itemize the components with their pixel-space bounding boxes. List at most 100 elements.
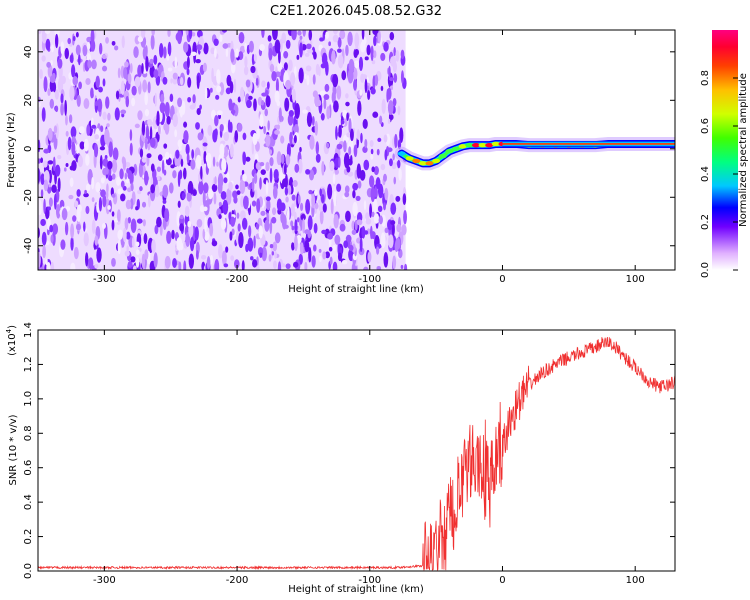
noise-blob	[88, 257, 94, 270]
noise-blob	[214, 114, 219, 127]
colorbar-tick-label: 0.4	[700, 166, 711, 182]
noise-blob	[269, 149, 273, 155]
noise-blob	[142, 46, 148, 60]
noise-blob	[183, 41, 189, 53]
noise-blob	[164, 101, 170, 118]
noise-blob	[161, 159, 165, 174]
noise-blob	[124, 61, 129, 68]
noise-blob	[338, 124, 342, 138]
noise-blob	[144, 137, 148, 150]
ridge-point	[458, 144, 467, 149]
noise-blob	[276, 198, 283, 211]
noise-blob	[179, 223, 185, 232]
noise-blob	[129, 129, 133, 141]
noise-blob	[196, 30, 203, 38]
noise-blob	[250, 256, 254, 261]
noise-blob	[402, 193, 407, 206]
noise-blob	[149, 137, 156, 148]
noise-blob	[141, 120, 146, 136]
noise-blob	[85, 252, 89, 267]
noise-blob	[360, 132, 363, 144]
noise-blob	[214, 128, 218, 138]
noise-blob	[159, 102, 166, 114]
noise-blob	[124, 172, 128, 180]
noise-blob	[125, 231, 131, 240]
noise-blob	[156, 216, 162, 228]
snr-series-group	[38, 336, 675, 571]
noise-blob	[55, 105, 59, 113]
noise-blob	[141, 157, 147, 163]
noise-blob	[70, 236, 74, 251]
noise-blob	[206, 256, 211, 270]
noise-blob	[359, 169, 366, 181]
noise-blob	[64, 221, 69, 236]
noise-blob	[100, 177, 105, 184]
noise-blob	[390, 56, 397, 67]
noise-blob	[95, 75, 100, 89]
noise-blob	[57, 177, 61, 192]
noise-blob	[42, 245, 46, 259]
noise-blob	[86, 42, 91, 51]
noise-blob	[384, 187, 389, 201]
noise-blob	[55, 203, 61, 219]
noise-blob	[69, 177, 74, 187]
noise-blob	[170, 78, 173, 84]
noise-blob	[355, 195, 361, 201]
noise-blob	[259, 113, 264, 128]
noise-blob	[297, 158, 303, 174]
noise-blob	[47, 64, 53, 78]
noise-blob	[183, 260, 187, 270]
noise-blob	[395, 49, 400, 62]
noise-blob	[229, 143, 234, 158]
noise-blob	[259, 43, 265, 52]
noise-blob	[64, 167, 67, 172]
noise-blob	[147, 118, 153, 126]
snr-x-tick-label: -200	[226, 575, 249, 586]
noise-blob	[219, 82, 225, 96]
noise-blob	[366, 44, 371, 56]
noise-blob	[98, 42, 103, 55]
noise-blob	[298, 225, 301, 235]
noise-blob	[305, 65, 312, 72]
noise-blob	[115, 90, 120, 100]
noise-blob	[357, 100, 362, 116]
noise-blob	[111, 193, 116, 198]
noise-blob	[64, 99, 67, 116]
noise-blob	[311, 255, 316, 268]
noise-blob	[304, 239, 310, 253]
noise-blob	[90, 30, 95, 45]
noise-blob	[285, 154, 291, 166]
noise-blob	[225, 246, 229, 253]
noise-blob	[393, 73, 398, 83]
noise-blob	[91, 124, 97, 129]
spectrogram-y-ticks: -40 -20 0 20 40	[23, 45, 675, 254]
noise-blob	[47, 160, 54, 165]
snr-panel: -300 -200 -100 0 100 0.0 0.2 0.4 0.6 0.8 1.0 1.2 1.…	[5, 322, 676, 595]
noise-blob	[338, 156, 341, 168]
noise-blob	[142, 219, 146, 227]
noise-blob	[265, 179, 269, 195]
noise-blob	[393, 176, 397, 185]
noise-blob	[187, 76, 192, 88]
noise-blob	[392, 97, 397, 107]
noise-blob	[157, 125, 161, 135]
noise-blob	[85, 77, 91, 86]
noise-blob	[49, 224, 54, 233]
noise-blob	[52, 156, 56, 172]
noise-blob	[71, 160, 77, 172]
noise-blob	[76, 223, 82, 231]
noise-blob	[272, 30, 278, 41]
noise-blob	[228, 181, 233, 191]
noise-blob	[255, 223, 260, 230]
noise-blob	[260, 169, 266, 175]
noise-blob	[149, 126, 153, 142]
noise-blob	[281, 32, 287, 44]
noise-blob	[387, 100, 394, 116]
noise-blob	[272, 241, 278, 252]
noise-blob	[164, 208, 170, 222]
noise-blob	[290, 220, 294, 227]
noise-blob	[216, 69, 221, 84]
noise-blob	[99, 146, 106, 151]
noise-blob	[120, 180, 125, 188]
noise-blob	[82, 44, 88, 57]
